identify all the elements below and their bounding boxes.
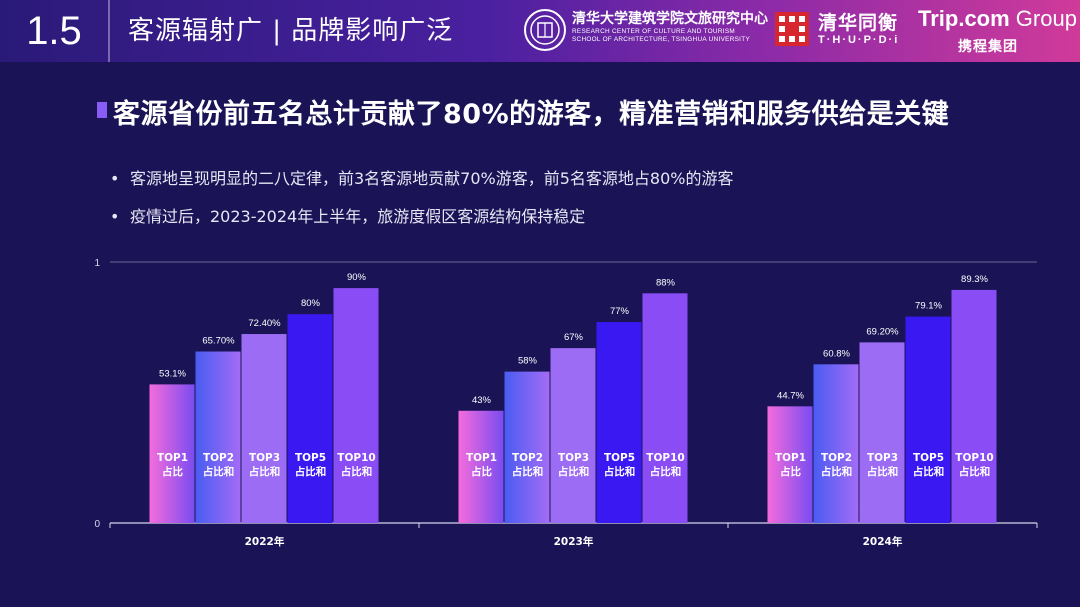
- tsinghua-center-logo-text: 清华大学建筑学院文旅研究中心 RESEARCH CENTER OF CULTUR…: [572, 11, 768, 43]
- bar-top2: [195, 351, 241, 523]
- headline: 客源省份前五名总计贡献了80%的游客，精准营销和服务供给是关键: [113, 99, 950, 130]
- data-label: 43%: [472, 395, 492, 406]
- bar-top5: [287, 314, 333, 523]
- bar-top10: [951, 289, 997, 523]
- series-name-label: 占比和: [512, 465, 544, 478]
- data-label: 53.1%: [159, 368, 186, 379]
- data-label: 77%: [610, 306, 630, 317]
- thupdi-logo-en: T·H·U·P·D·i: [818, 34, 900, 46]
- bar-top3: [241, 334, 287, 523]
- series-name-label: TOP1: [466, 452, 497, 464]
- series-name-label: 占比和: [295, 465, 327, 478]
- data-label: 90%: [347, 272, 367, 283]
- bar-top2: [813, 364, 859, 523]
- series-name-label: 占比和: [604, 465, 636, 478]
- bar-top10: [333, 288, 379, 523]
- y-tick-label: 1: [94, 258, 100, 269]
- data-label: 89.3%: [961, 274, 988, 285]
- bar-top5: [596, 322, 642, 523]
- bar-top3: [859, 342, 905, 523]
- series-name-label: 占比: [471, 465, 492, 478]
- tsinghua-seal-logo: [524, 9, 566, 51]
- series-name-label: TOP2: [821, 452, 852, 464]
- series-name-label: 占比和: [913, 465, 945, 478]
- section-divider: [108, 0, 110, 62]
- series-name-label: 占比和: [821, 465, 853, 478]
- series-name-label: TOP1: [775, 452, 806, 464]
- tripcom-logo: Trip.com Group: [918, 6, 1077, 31]
- series-name-label: 占比和: [203, 465, 235, 478]
- data-label: 65.70%: [202, 336, 235, 347]
- series-name-label: 占比和: [867, 465, 899, 478]
- series-name-label: 占比: [162, 465, 183, 478]
- bullet-list: 客源地呈现明显的二八定律，前3名客源地贡献70%游客，前5名客源地占80%的游客…: [110, 168, 734, 244]
- series-name-label: TOP2: [512, 452, 543, 464]
- series-name-label: 占比: [780, 465, 801, 478]
- series-name-label: 占比和: [959, 465, 991, 478]
- data-label: 79.1%: [915, 301, 942, 312]
- series-name-label: TOP5: [295, 452, 326, 464]
- series-name-label: TOP5: [913, 452, 944, 464]
- series-name-label: TOP10: [955, 452, 993, 464]
- series-name-label: TOP5: [604, 452, 635, 464]
- bar-top10: [642, 293, 688, 523]
- category-label: 2023年: [554, 535, 594, 548]
- category-label: 2022年: [245, 535, 285, 548]
- series-name-label: TOP2: [203, 452, 234, 464]
- series-name-label: TOP3: [249, 452, 280, 464]
- series-name-label: 占比和: [341, 465, 373, 478]
- category-label: 2024年: [863, 535, 903, 548]
- data-label: 72.40%: [248, 318, 281, 329]
- headline-marker: [97, 102, 107, 118]
- data-label: 44.7%: [777, 390, 804, 401]
- data-label: 80%: [301, 298, 321, 309]
- thupdi-logo-cn: 清华同衡: [818, 12, 899, 34]
- bar-top5: [905, 316, 951, 523]
- series-name-label: 占比和: [558, 465, 590, 478]
- data-label: 69.20%: [866, 326, 899, 337]
- bar-top1: [767, 406, 813, 523]
- section-number: 1.5: [26, 8, 82, 53]
- thupdi-logo-mark: [775, 12, 809, 46]
- y-tick-label: 0: [94, 519, 100, 530]
- bar-top1: [149, 384, 195, 523]
- series-name-label: TOP10: [337, 452, 375, 464]
- series-name-label: TOP3: [867, 452, 898, 464]
- series-name-label: 占比和: [249, 465, 281, 478]
- header-bar: 1.5 客源辐射广 | 品牌影响广泛 清华大学建筑学院文旅研究中心 RESEAR…: [0, 0, 1080, 62]
- data-label: 88%: [656, 277, 676, 288]
- series-name-label: 占比和: [650, 465, 682, 478]
- bar-top3: [550, 348, 596, 523]
- data-label: 60.8%: [823, 348, 850, 359]
- series-name-label: TOP1: [157, 452, 188, 464]
- data-label: 67%: [564, 332, 584, 343]
- tripcom-logo-cn: 携程集团: [958, 39, 1018, 55]
- bar-top1: [458, 410, 504, 523]
- series-name-label: TOP10: [646, 452, 684, 464]
- section-title: 客源辐射广 | 品牌影响广泛: [128, 16, 454, 46]
- bar-top2: [504, 371, 550, 523]
- data-label: 58%: [518, 356, 538, 367]
- bullet-item: 疫情过后，2023-2024年上半年，旅游度假区客源结构保持稳定: [110, 206, 734, 244]
- bullet-item: 客源地呈现明显的二八定律，前3名客源地贡献70%游客，前5名客源地占80%的游客: [110, 168, 734, 206]
- series-name-label: TOP3: [558, 452, 589, 464]
